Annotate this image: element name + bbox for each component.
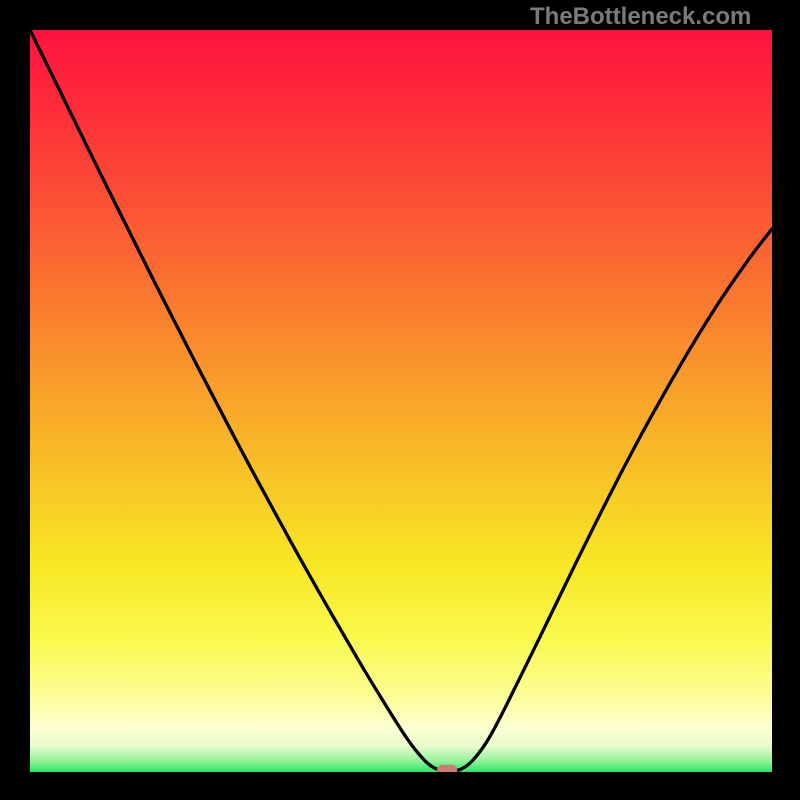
watermark-text: TheBottleneck.com — [530, 3, 751, 31]
bottleneck-chart — [0, 0, 800, 800]
